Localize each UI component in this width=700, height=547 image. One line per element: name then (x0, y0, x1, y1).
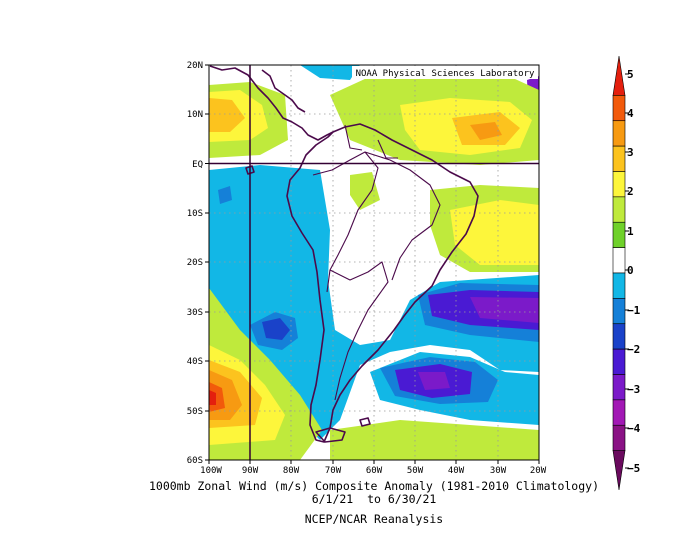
colorbar-label: −2 (627, 343, 640, 356)
colorbar-label: −3 (627, 383, 640, 396)
y-tick-label: 50S (187, 407, 203, 417)
anomaly-orange-ne (470, 122, 502, 140)
credit-text: NOAA Physical Sciences Laboratory (356, 69, 535, 79)
colorbar-segment (612, 272, 626, 299)
colorbar-ticks (625, 73, 629, 469)
colorbar-segment (612, 55, 626, 96)
x-tick-label: 30W (490, 466, 507, 476)
x-tick-label: 70W (325, 466, 342, 476)
x-tick-label: 50W (407, 466, 424, 476)
colorbar-segments (612, 55, 626, 491)
credit-box (352, 66, 538, 79)
x-tick-label: 60W (366, 466, 383, 476)
x-axis: 100W 90W 80W 70W 60W 50W 40W 30W 20W (200, 460, 547, 476)
country-borders (312, 124, 441, 401)
colorbar-segment (612, 298, 626, 325)
x-tick-label: 40W (448, 466, 465, 476)
falkland-islands (359, 417, 371, 427)
anomaly-yellow-east (450, 200, 539, 265)
colorbar-segment (612, 171, 626, 198)
colorbar-label: 1 (627, 225, 634, 238)
y-tick-label: 30S (187, 308, 203, 318)
y-axis: 20N 10N EQ 10S 20S 30S 40S 50S 60S (187, 61, 209, 466)
colorbar-segment (612, 120, 626, 147)
colorbar-label: 5 (627, 68, 634, 81)
data-source: NCEP/NCAR Reanalysis (305, 512, 443, 526)
y-tick-label: 10S (187, 209, 203, 219)
colorbar-labels: 5 4 3 2 1 0 −1 −2 −3 −4 −5 (627, 68, 641, 475)
colorbar-segment (612, 399, 626, 426)
anomaly-mid-blue-4 (218, 186, 232, 204)
colorbar-label: −4 (627, 422, 641, 435)
colorbar-segment (612, 95, 626, 122)
tierra-del-fuego (315, 427, 346, 443)
colorbar-label: −1 (627, 304, 641, 317)
date-range: 6/1/21 to 6/30/21 (312, 492, 437, 506)
colorbar-label: 3 (627, 146, 634, 159)
x-tick-label: 20W (530, 466, 547, 476)
x-tick-label: 80W (283, 466, 300, 476)
anomaly-light-green-south (330, 420, 539, 460)
anomaly-light-blue-north (300, 65, 360, 80)
colorbar-label: 2 (627, 185, 634, 198)
central-america-coast (209, 65, 334, 141)
anomaly-purple-4 (418, 372, 450, 390)
anomaly-red-sw (209, 390, 216, 405)
map-title: 1000mb Zonal Wind (m/s) Composite Anomal… (149, 479, 599, 493)
colorbar-segment (612, 221, 626, 248)
y-tick-label: 20S (187, 258, 203, 268)
y-tick-label: 60S (187, 456, 203, 466)
y-tick-label: 20N (187, 61, 203, 71)
colorbar-segment (612, 374, 626, 401)
map-panel (209, 65, 539, 460)
anomaly-light-orange-nw (209, 98, 245, 132)
south-america-coast (286, 123, 479, 443)
colorbar-segment (612, 348, 626, 375)
anomaly-dark-blue-1 (262, 318, 290, 340)
anomaly-purple-2 (470, 297, 539, 323)
anomaly-light-blue-west (209, 165, 539, 440)
colorbar-label: 4 (627, 107, 634, 120)
y-tick-label: 10N (187, 110, 203, 120)
y-tick-label: 40S (187, 357, 203, 367)
x-tick-label: 100W (200, 466, 222, 476)
y-tick-label: EQ (192, 160, 203, 170)
colorbar-label: −5 (627, 462, 640, 475)
colorbar-label: 0 (627, 264, 634, 277)
colorbar-segment (612, 450, 626, 491)
caribbean-coast (261, 69, 306, 113)
colorbar-segment (612, 196, 626, 223)
colorbar-segment (612, 247, 626, 274)
colorbar: 5 4 3 2 1 0 −1 −2 −3 −4 −5 (612, 55, 641, 491)
x-tick-label: 90W (242, 466, 259, 476)
colorbar-segment (612, 323, 626, 350)
anomaly-light-green-mid (350, 172, 380, 210)
coastlines (209, 65, 479, 443)
colorbar-segment (612, 145, 626, 172)
colorbar-segment (612, 424, 626, 451)
